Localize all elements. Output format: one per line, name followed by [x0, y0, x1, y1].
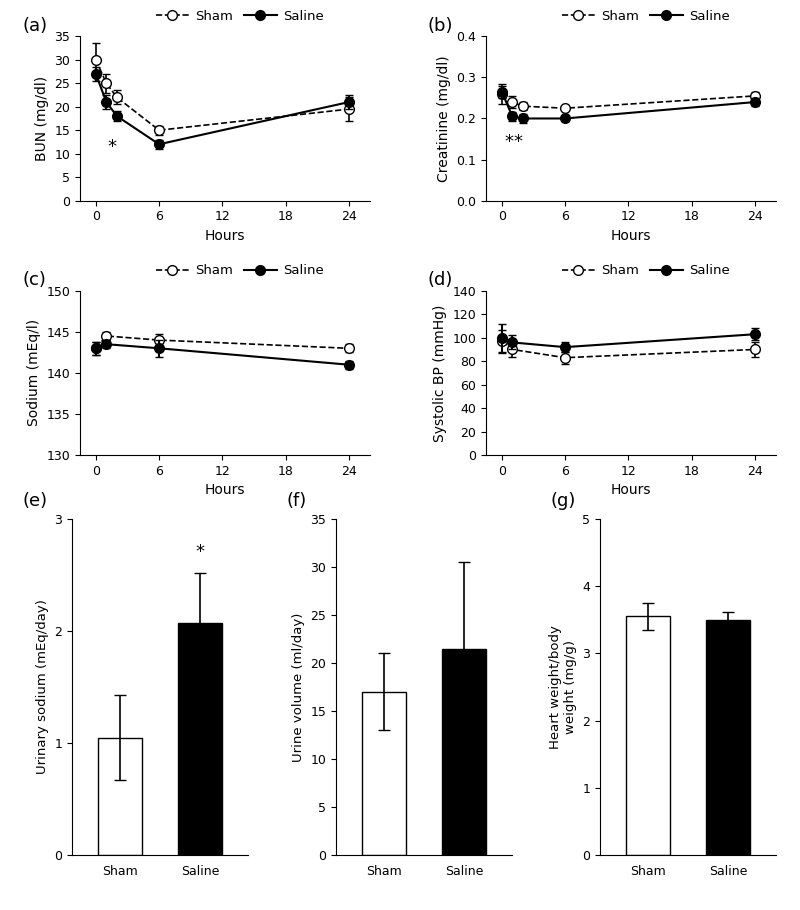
X-axis label: Hours: Hours — [205, 483, 246, 497]
Y-axis label: Urinary sodium (mEq/day): Urinary sodium (mEq/day) — [36, 600, 49, 774]
Y-axis label: BUN (mg/dl): BUN (mg/dl) — [35, 76, 49, 161]
Text: (b): (b) — [428, 16, 454, 35]
Text: (f): (f) — [286, 491, 307, 510]
Text: (c): (c) — [22, 271, 46, 289]
Text: (d): (d) — [428, 271, 454, 289]
Y-axis label: Systolic BP (mmHg): Systolic BP (mmHg) — [433, 304, 447, 441]
Bar — [706, 620, 750, 855]
Bar — [442, 649, 486, 855]
Bar — [98, 737, 142, 855]
Text: (g): (g) — [550, 491, 576, 510]
Bar — [362, 692, 406, 855]
Y-axis label: Creatinine (mg/dl): Creatinine (mg/dl) — [437, 56, 450, 182]
Bar — [178, 623, 222, 855]
Y-axis label: Heart weight/body
weight (mg/g): Heart weight/body weight (mg/g) — [549, 625, 577, 749]
X-axis label: Hours: Hours — [610, 228, 651, 243]
Text: *: * — [505, 133, 514, 151]
Legend: Sham, Saline: Sham, Saline — [150, 259, 330, 283]
Legend: Sham, Saline: Sham, Saline — [556, 259, 735, 283]
Text: *: * — [107, 138, 116, 156]
Y-axis label: Sodium (mEq/l): Sodium (mEq/l) — [27, 319, 41, 427]
Text: *: * — [195, 543, 205, 561]
Bar — [626, 616, 670, 855]
Text: (e): (e) — [22, 491, 48, 510]
Text: *: * — [513, 133, 522, 151]
Legend: Sham, Saline: Sham, Saline — [150, 5, 330, 28]
Text: *: * — [345, 361, 354, 379]
Text: (a): (a) — [22, 16, 47, 35]
Legend: Sham, Saline: Sham, Saline — [556, 5, 735, 28]
Y-axis label: Urine volume (ml/day): Urine volume (ml/day) — [292, 612, 305, 762]
X-axis label: Hours: Hours — [205, 228, 246, 243]
X-axis label: Hours: Hours — [610, 483, 651, 497]
